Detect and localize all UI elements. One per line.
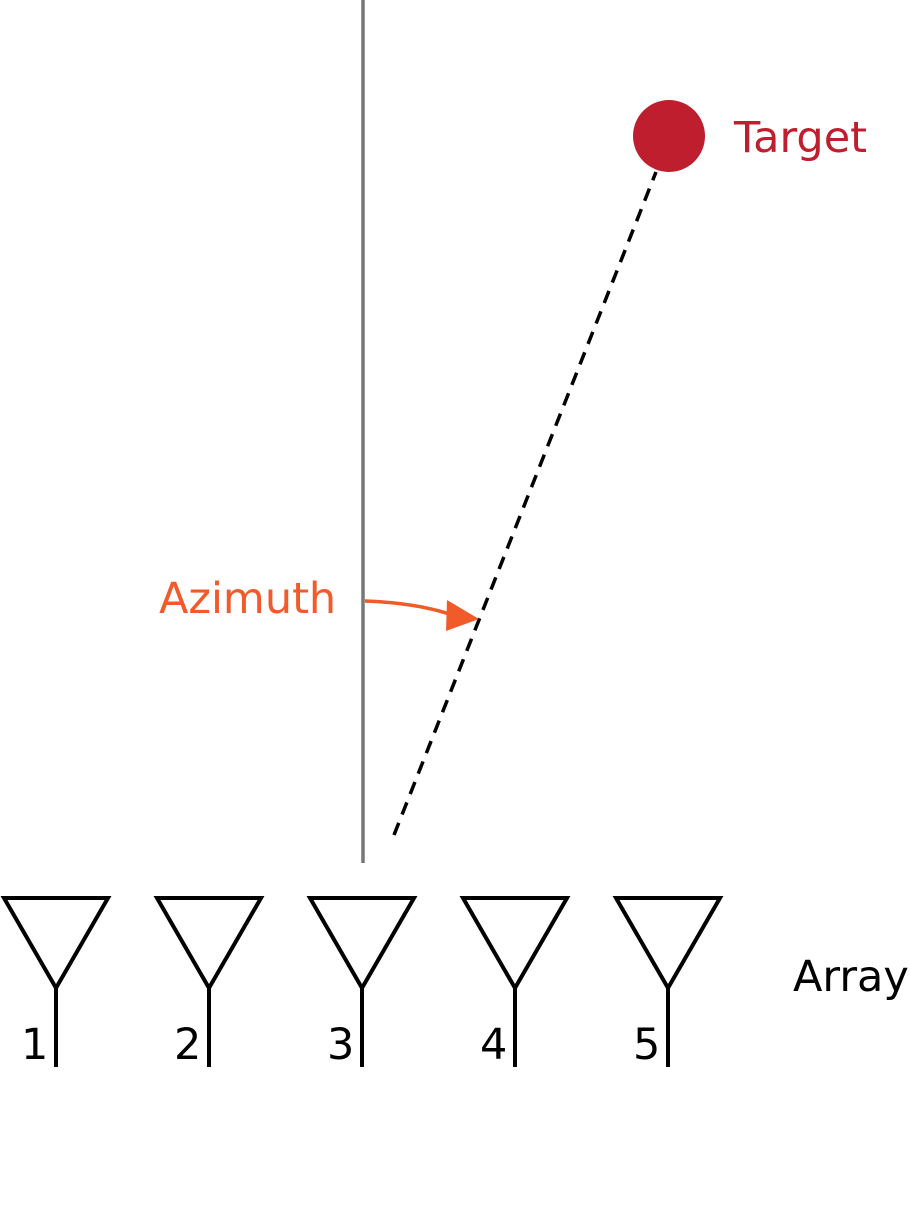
antenna-element: 2 — [153, 896, 265, 1070]
azimuth-arc — [364, 599, 456, 618]
antenna-number-label: 4 — [480, 1020, 507, 1070]
antenna-element: 5 — [612, 896, 724, 1070]
antenna-element: 4 — [459, 896, 571, 1070]
azimuth-arrowhead — [446, 600, 479, 631]
antenna-number-label: 3 — [327, 1020, 354, 1070]
target-marker — [633, 100, 705, 172]
target-label: Target — [733, 113, 867, 163]
line-of-sight — [392, 171, 658, 836]
array-label: Array — [793, 952, 909, 1002]
antenna-number-label: 1 — [21, 1020, 48, 1070]
antenna-array: 1 2 3 4 5 — [0, 896, 724, 1070]
antenna-icon — [612, 896, 724, 992]
antenna-element: 3 — [306, 896, 418, 1070]
antenna-icon — [459, 896, 571, 992]
antenna-icon — [0, 896, 112, 992]
antenna-number-label: 5 — [633, 1020, 660, 1070]
antenna-icon — [153, 896, 265, 992]
azimuth-label: Azimuth — [159, 574, 336, 624]
antenna-number-label: 2 — [174, 1020, 201, 1070]
antenna-element: 1 — [0, 896, 112, 1070]
antenna-icon — [306, 896, 418, 992]
